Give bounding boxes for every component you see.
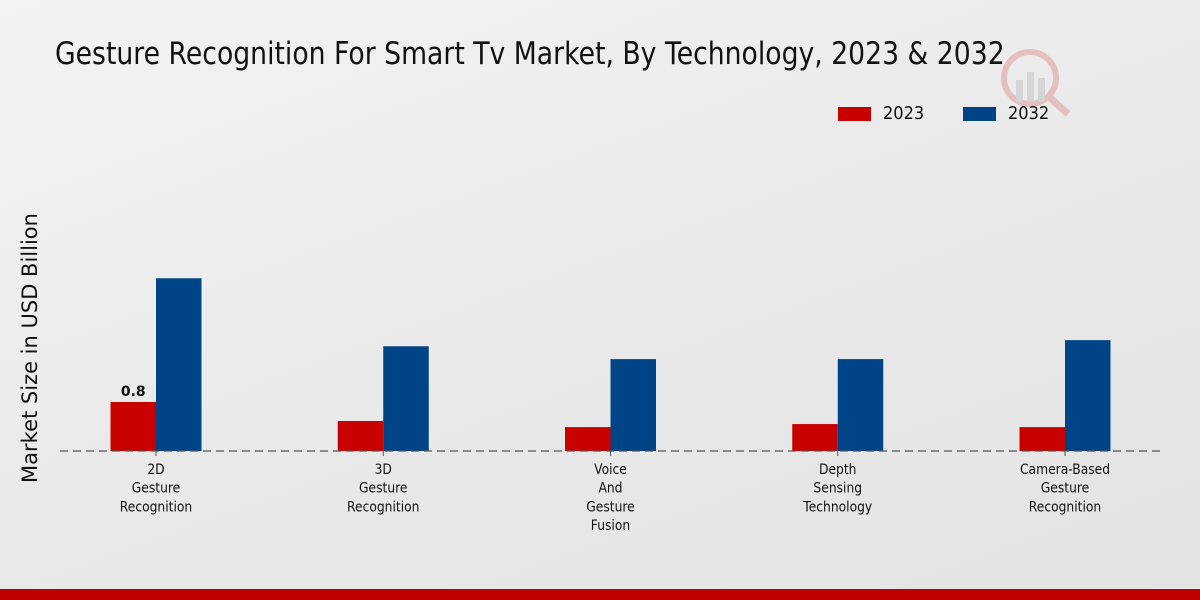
legend: 2023 2032 [838, 103, 1088, 124]
bar-2032-4 [1065, 340, 1111, 451]
legend-swatch-2023 [838, 106, 871, 121]
legend-item-2023[interactable]: 2023 [838, 103, 929, 124]
watermark-logo-icon [1001, 49, 1071, 117]
chart-title: Gesture Recognition For Smart Tv Market,… [55, 36, 1005, 72]
bar-2023-4 [1019, 427, 1065, 451]
x-tick-label-3: Depth Sensing Technology [802, 462, 872, 515]
bar-2032-0 [156, 278, 202, 451]
x-tick-label-1: 3D Gesture Recognition [347, 462, 419, 515]
legend-label-2032: 2032 [1007, 103, 1050, 124]
bar-2032-1 [383, 346, 429, 451]
legend-item-2032[interactable]: 2032 [962, 103, 1054, 124]
bar-2023-1 [337, 420, 384, 451]
x-tick-label-0: 2D Gesture Recognition [120, 462, 192, 515]
legend-label-2023: 2023 [883, 103, 925, 124]
x-tick-label-4: Camera-Based Gesture Recognition [1020, 462, 1110, 515]
x-tick-label-2: Voice And Gesture Fusion [586, 462, 635, 534]
bar-2023-3 [792, 424, 838, 451]
data-label-0: 0.8 [121, 384, 146, 400]
bar-2032-2 [610, 359, 656, 451]
bar-2023-0 [110, 402, 156, 451]
legend-swatch-2032 [962, 106, 996, 121]
footer-bar [0, 588, 1200, 600]
bar-2032-3 [837, 359, 884, 451]
bar-2023-2 [565, 427, 611, 451]
